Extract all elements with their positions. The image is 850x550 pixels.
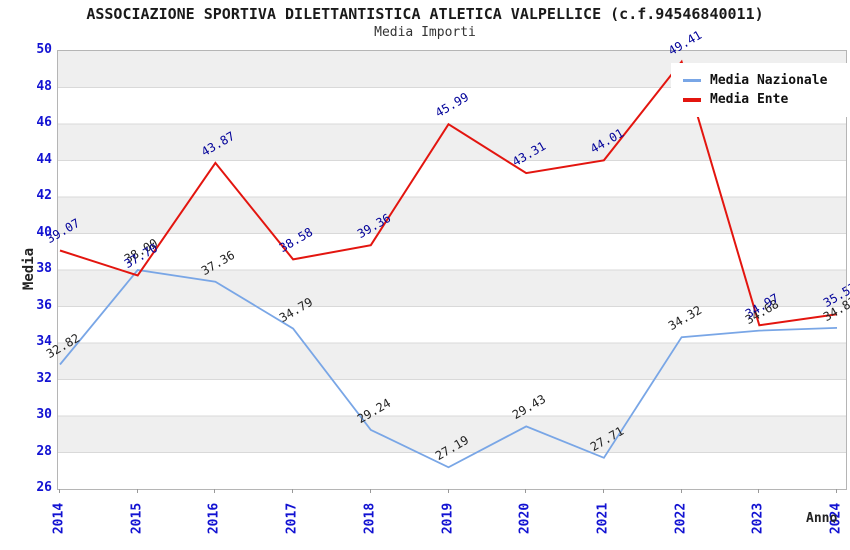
x-tick-mark xyxy=(59,489,60,493)
y-tick-label: 44 xyxy=(36,151,52,167)
legend[interactable]: Media Nazionale Media Ente xyxy=(671,63,849,117)
y-tick-label: 42 xyxy=(36,188,52,203)
plot-band xyxy=(58,197,846,234)
chart-title: ASSOCIAZIONE SPORTIVA DILETTANTISTICA AT… xyxy=(86,5,764,23)
media-nazionale-line-swatch-icon xyxy=(683,79,701,82)
media-ente-line-swatch-icon xyxy=(683,97,701,102)
plot-band xyxy=(58,270,846,307)
x-tick-label: 2015 xyxy=(129,502,145,535)
x-tick-mark xyxy=(836,489,837,493)
y-tick-label: 32 xyxy=(36,370,52,386)
legend-item-media-ente[interactable]: Media Ente xyxy=(683,90,839,109)
x-tick-mark xyxy=(447,489,449,493)
line-media-nazionale[interactable] xyxy=(59,269,838,469)
x-tick-label: 2018 xyxy=(362,502,378,535)
x-tick-mark xyxy=(758,489,760,493)
x-tick-mark xyxy=(680,489,682,493)
x-tick-label: 2022 xyxy=(673,502,689,535)
y-tick-label: 28 xyxy=(36,443,52,459)
legend-label-media-nazionale: Media Nazionale xyxy=(710,73,828,88)
y-tick-label: 46 xyxy=(36,115,52,130)
x-tick-mark xyxy=(214,489,216,493)
plot-band xyxy=(58,343,846,380)
x-tick-mark xyxy=(292,489,294,493)
x-tick-mark xyxy=(525,489,527,493)
x-tick-label: 2014 xyxy=(51,502,67,535)
x-tick-label: 2016 xyxy=(206,502,222,535)
chart-subtitle: Media Importi xyxy=(374,25,476,40)
x-tick-label: 2020 xyxy=(517,502,533,535)
y-tick-label: 38 xyxy=(36,261,52,276)
y-tick-label: 26 xyxy=(36,480,52,495)
line-media-ente[interactable] xyxy=(59,59,838,327)
x-tick-label: 2021 xyxy=(595,502,611,535)
y-tick-label: 36 xyxy=(36,297,52,313)
x-tick-label: 2019 xyxy=(440,502,455,535)
y-tick-label: 34 xyxy=(36,334,52,349)
legend-item-media-nazionale[interactable]: Media Nazionale xyxy=(683,71,839,90)
y-tick-label: 50 xyxy=(36,42,52,57)
y-tick-label: 48 xyxy=(36,78,52,94)
plot-canvas xyxy=(58,51,846,469)
legend-label-media-ente: Media Ente xyxy=(710,92,789,107)
x-tick-mark xyxy=(136,489,138,493)
plot-band xyxy=(58,124,846,161)
y-tick-label: 30 xyxy=(36,407,52,422)
x-tick-label: 2023 xyxy=(750,502,766,535)
plot-area: 32.82 38.00 37.36 34.79 29.24 27.19 29.43 27.71… xyxy=(44,28,850,490)
x-tick-label: 2017 xyxy=(284,502,300,535)
y-tick-label: 40 xyxy=(36,224,52,240)
x-tick-mark xyxy=(369,489,371,493)
plot-band xyxy=(58,416,846,453)
x-tick-mark xyxy=(602,489,604,493)
x-axis-title: Anno xyxy=(806,511,838,526)
